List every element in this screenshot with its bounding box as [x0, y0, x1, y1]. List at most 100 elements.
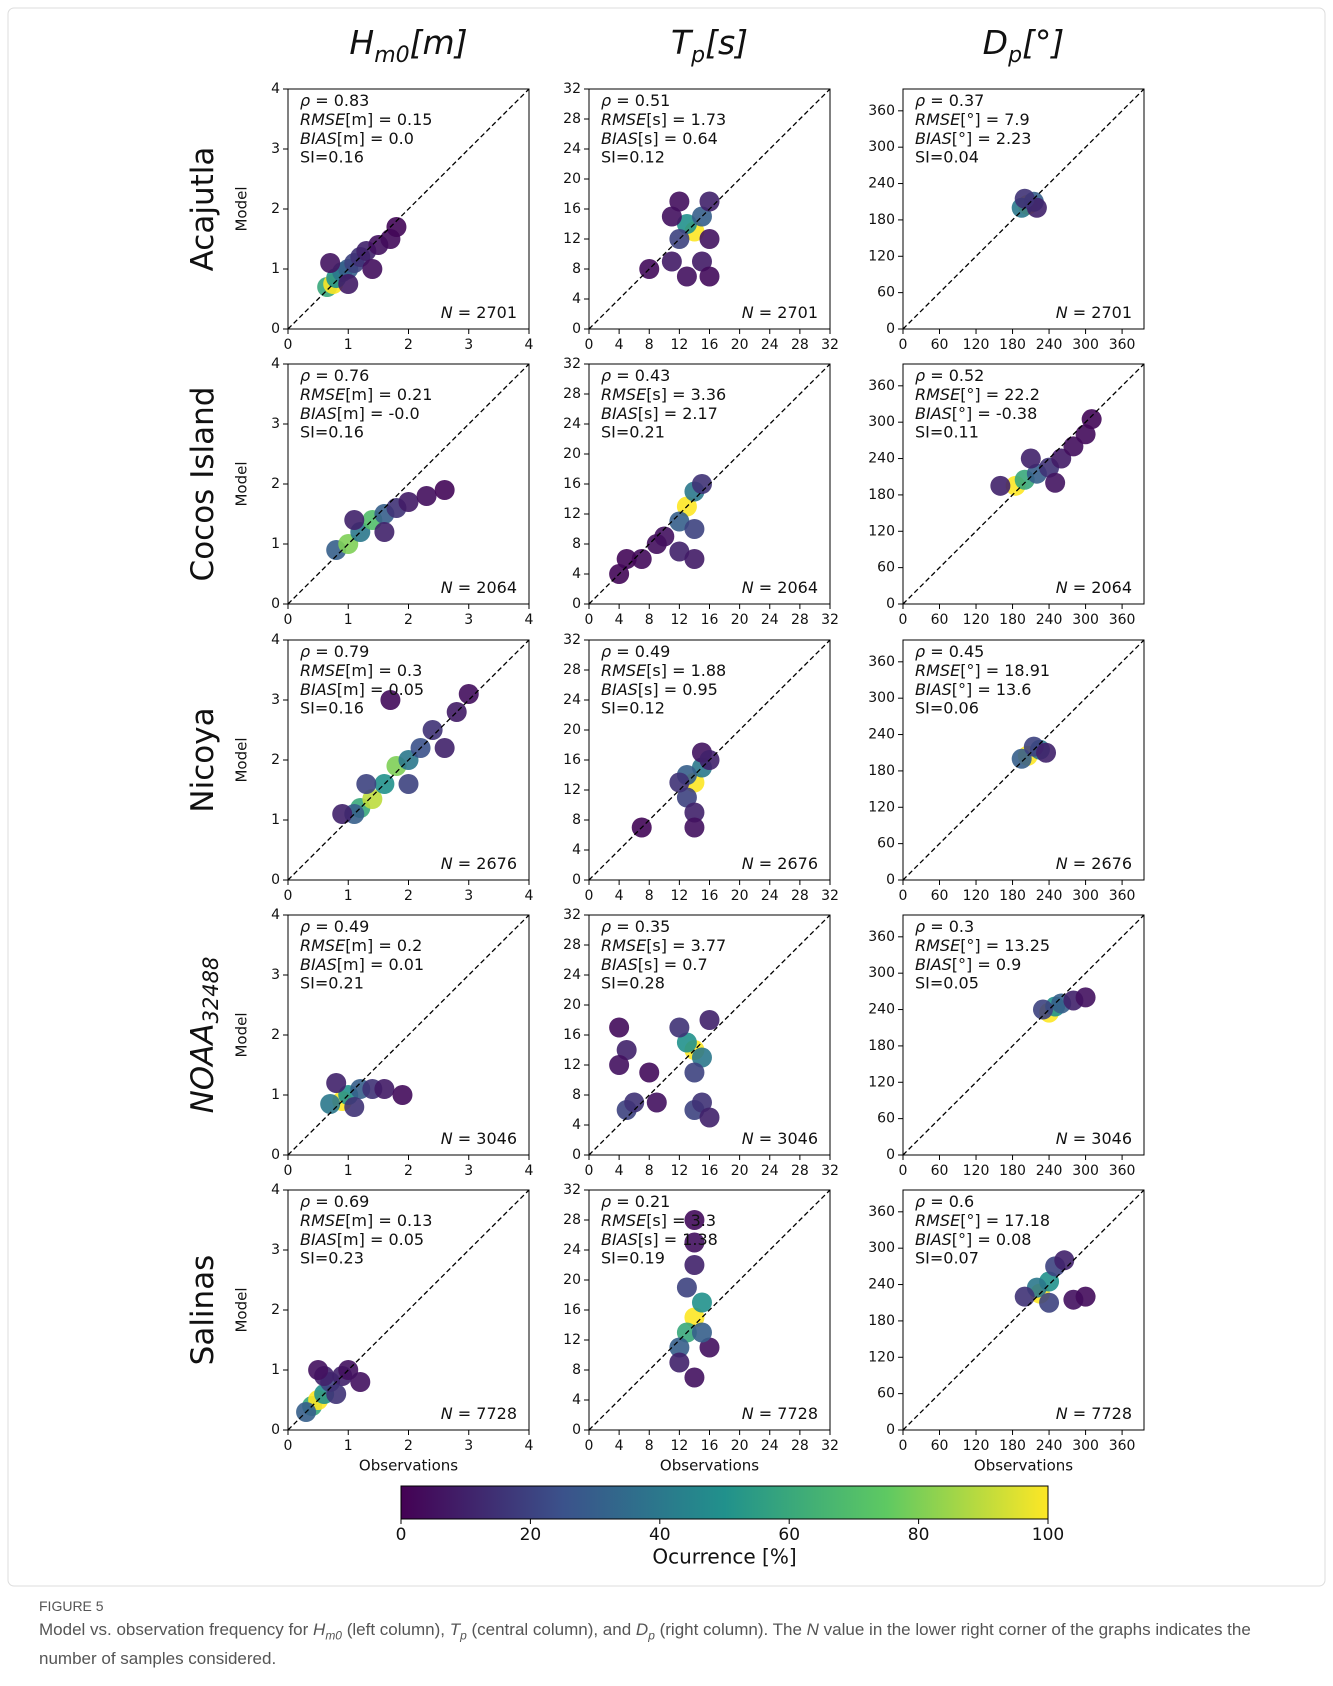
x-tick-label: 1	[344, 1438, 353, 1454]
italic-part: N	[742, 578, 754, 597]
y-tick-label: 2	[271, 1302, 280, 1318]
y-axis-label: Model	[233, 1287, 251, 1332]
stat-label: SI=0.04	[915, 148, 979, 167]
point	[616, 1040, 637, 1060]
y-tick-label: 0	[271, 596, 280, 612]
stat-label: ρ = 0.52	[915, 366, 984, 385]
caption-part: (right column). The	[654, 1620, 807, 1639]
one-to-one-line	[588, 1189, 831, 1431]
italic-part: ρ	[300, 366, 310, 385]
x-tick-label: 16	[701, 888, 719, 904]
text-part: = 0.76	[310, 366, 369, 385]
italic-part: RMSE	[915, 661, 961, 680]
italic-part: N	[441, 303, 453, 322]
italic-part: BIAS	[300, 955, 337, 974]
text-part: [°] = 7.9	[960, 110, 1030, 129]
y-tick-label: 0	[886, 321, 895, 337]
stat-label: BIAS[m] = 0.0	[300, 129, 414, 148]
point	[332, 804, 353, 824]
x-tick-label: 12	[670, 888, 688, 904]
y-tick-label: 240	[868, 727, 895, 743]
x-tick-label: 0	[284, 1438, 293, 1454]
point	[1051, 448, 1072, 469]
y-tick-label: 1	[271, 1087, 280, 1103]
colorbar-tick-label: 100	[1032, 1525, 1064, 1545]
x-tick-label: 4	[525, 888, 534, 904]
text-part: = 0.83	[310, 91, 369, 110]
caption-label: FIGURE 5	[39, 1598, 104, 1614]
italic-part: N	[1056, 854, 1068, 873]
y-tick-label: 300	[868, 690, 895, 706]
point	[1081, 409, 1102, 430]
row-title-text: Nicoya	[185, 707, 221, 812]
italic-part: N	[441, 578, 453, 597]
stat-label: RMSE[°] = 18.91	[915, 661, 1050, 680]
stat-label: ρ = 0.49	[601, 642, 670, 661]
y-tick-label: 28	[563, 386, 581, 402]
y-tick-label: 1	[271, 536, 280, 552]
x-tick-label: 240	[1036, 888, 1063, 904]
x-tick-label: 180	[999, 612, 1026, 628]
point	[699, 229, 720, 249]
y-tick-label: 0	[572, 1422, 581, 1438]
italic-part: BIAS	[601, 680, 638, 699]
x-tick-label: 20	[731, 1163, 749, 1179]
text-part: = 0.45	[925, 642, 984, 661]
text-part: [s] = 3.77	[646, 936, 726, 955]
x-tick-label: 120	[963, 337, 990, 353]
point	[646, 534, 667, 554]
y-tick-label: 16	[563, 1302, 581, 1318]
n-label: N = 2676	[742, 854, 818, 873]
text-part: [°] = 0.9	[952, 955, 1022, 974]
y-tick-label: 28	[563, 937, 581, 953]
axes-frame	[287, 363, 530, 605]
stat-label: BIAS[s] = 2.17	[601, 404, 718, 423]
stat-label: ρ = 0.51	[601, 91, 670, 110]
y-tick-label: 3	[271, 141, 280, 157]
stat-label: BIAS[s] = 0.7	[601, 955, 708, 974]
italic-part: RMSE	[300, 385, 346, 404]
points	[1032, 987, 1096, 1023]
x-tick-label: 2	[404, 612, 413, 628]
x-tick-label: 4	[615, 337, 624, 353]
italic-part: ρ	[601, 91, 611, 110]
point	[669, 191, 690, 212]
colorbar-tick-label: 0	[396, 1525, 407, 1545]
n-label: N = 2064	[441, 578, 517, 597]
y-tick-label: 360	[868, 378, 895, 394]
text-part: [s] = 1.88	[646, 661, 726, 680]
y-tick-label: 60	[877, 560, 895, 576]
y-tick-label: 0	[886, 1147, 895, 1163]
x-tick-label: 60	[931, 337, 949, 353]
row-title: NOAA32488	[185, 957, 224, 1114]
points	[1014, 1250, 1096, 1313]
column-title: Dp[°]	[983, 23, 1065, 68]
text-part: = 2701	[754, 303, 818, 322]
italic-part: BIAS	[300, 404, 337, 423]
caption-part: (left column),	[341, 1620, 450, 1639]
points	[609, 1010, 720, 1128]
x-tick-label: 180	[999, 1163, 1026, 1179]
y-tick-label: 1	[271, 812, 280, 828]
stat-label: RMSE[s] = 3.3	[601, 1211, 716, 1230]
point	[1032, 999, 1053, 1020]
point	[374, 522, 395, 542]
stat-label: ρ = 0.21	[601, 1192, 670, 1211]
y-tick-label: 0	[572, 321, 581, 337]
y-tick-label: 0	[572, 596, 581, 612]
italic-part: BIAS	[300, 129, 337, 148]
point	[1014, 188, 1035, 209]
x-tick-label: 4	[615, 1438, 624, 1454]
stat-label: BIAS[m] = 0.05	[300, 680, 424, 699]
stat-label: ρ = 0.76	[300, 366, 369, 385]
italic-part: N	[1056, 578, 1068, 597]
caption-text: Model vs. observation frequency for Hm0 …	[39, 1618, 1309, 1670]
x-tick-label: 8	[645, 337, 654, 353]
text-part: [m] = 0.3	[345, 661, 422, 680]
axes-frame	[902, 88, 1145, 330]
italic-part: BIAS	[915, 680, 952, 699]
stat-label: RMSE[m] = 0.13	[300, 1211, 432, 1230]
x-tick-label: 0	[585, 612, 594, 628]
colorbar-tick-label: 80	[908, 1525, 930, 1545]
x-tick-label: 180	[999, 337, 1026, 353]
